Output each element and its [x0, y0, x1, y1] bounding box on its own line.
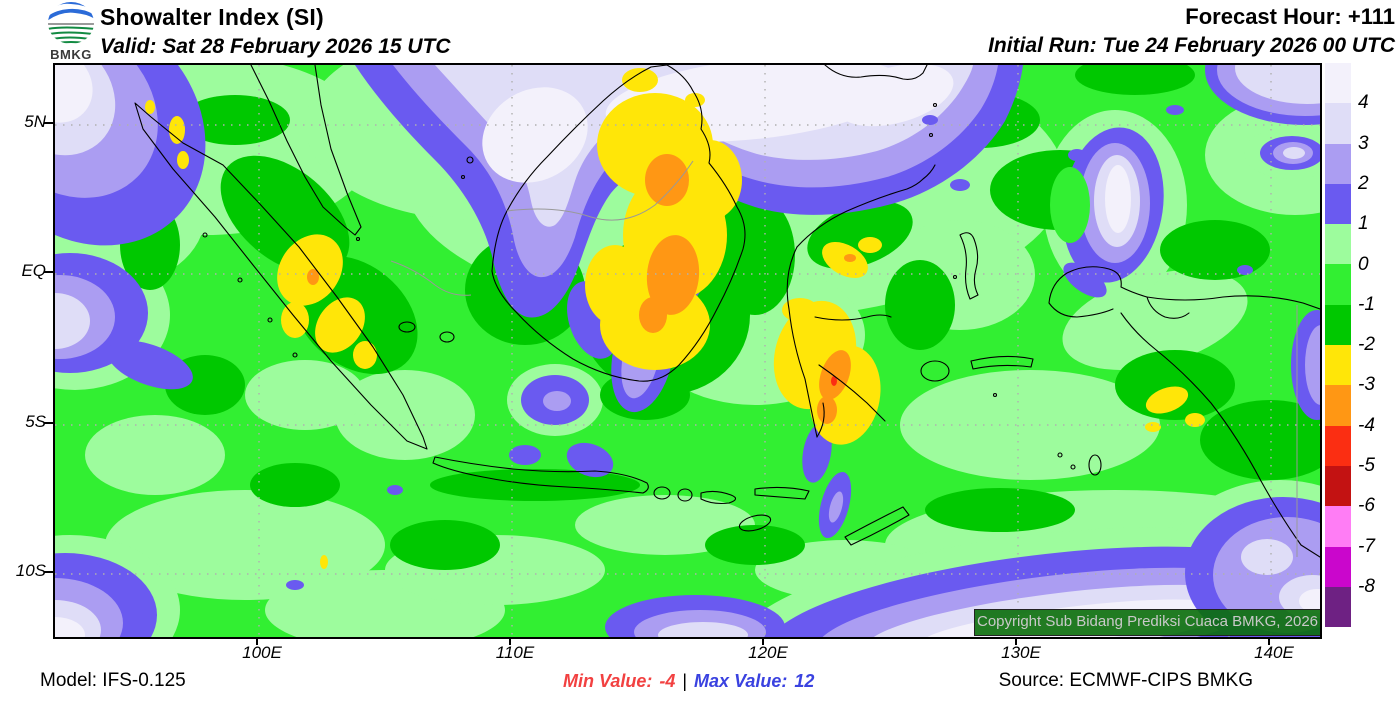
min-max-separator: | [682, 671, 688, 691]
y-axis-label-5n: 5N [24, 112, 46, 131]
bmkg-logo: BMKG [45, 1, 97, 62]
legend-label: -6 [1358, 495, 1375, 517]
si-orange-layer [307, 154, 856, 424]
copyright-banner: Copyright Sub Bidang Prediksi Cuaca BMKG… [974, 609, 1320, 636]
source-label: Source: ECMWF-CIPS BMKG [998, 670, 1253, 691]
borders-layer [390, 160, 1298, 557]
legend-segment [1325, 425, 1351, 466]
legend-segment [1325, 103, 1351, 144]
legend-label: -5 [1358, 455, 1375, 476]
legend-label: 0 [1358, 253, 1369, 275]
legend-label: 3 [1358, 132, 1369, 154]
x-axis-label-120e: 120E [748, 643, 788, 662]
legend-segment [1325, 304, 1351, 346]
x-axis-tick [1015, 637, 1017, 645]
legend-labels: 4 3 2 1 0 -1 -2 -3 -4 -5 -6 -7 -8 [1358, 63, 1398, 633]
graticule-layer [55, 65, 1320, 637]
legend-colorbar [1325, 63, 1351, 628]
y-axis-label-eq: EQ [21, 261, 46, 280]
legend-label: -3 [1358, 374, 1375, 396]
y-axis-tick [44, 422, 53, 424]
legend-segment [1325, 586, 1351, 628]
min-value-label: Min Value: [563, 671, 653, 691]
y-axis-label-10s: 10S [15, 561, 46, 580]
x-axis-label-140e: 140E [1254, 643, 1294, 662]
x-axis-tick [509, 637, 511, 645]
legend-segment [1325, 506, 1351, 547]
x-axis-tick [1268, 637, 1270, 645]
legend-label: 4 [1358, 92, 1369, 114]
max-value: 12 [794, 671, 815, 691]
bmkg-logo-icon [48, 2, 94, 44]
legend-segment [1325, 546, 1351, 587]
legend-segment [1325, 224, 1351, 265]
forecast-hour: Forecast Hour: +111 [1185, 4, 1395, 29]
valid-time: Valid: Sat 28 February 2026 15 UTC [100, 35, 451, 58]
y-axis-tick [44, 271, 53, 273]
coastlines-layer [134, 65, 1320, 558]
x-axis-label-130e: 130E [1001, 643, 1041, 662]
legend-segment [1325, 264, 1351, 305]
si-contour-map: Copyright Sub Bidang Prediksi Cuaca BMKG… [53, 63, 1322, 639]
min-max-values: Min Value: -4 | Max Value: 12 [563, 671, 814, 692]
legend-segment [1325, 63, 1351, 104]
legend-segment [1325, 345, 1351, 386]
x-axis-tick [762, 637, 764, 645]
legend-segment [1325, 183, 1351, 225]
legend-label: 2 [1358, 172, 1369, 194]
legend-label: -8 [1358, 575, 1375, 597]
max-value-label: Max Value: [694, 671, 788, 691]
legend-label: -4 [1358, 414, 1375, 436]
min-value: -4 [659, 671, 676, 691]
initial-run: Initial Run: Tue 24 February 2026 00 UTC [988, 34, 1395, 57]
legend-label: -1 [1358, 293, 1375, 315]
si-field [55, 65, 1320, 637]
x-axis-label-110e: 110E [495, 643, 535, 662]
page-title: Showalter Index (SI) [100, 4, 324, 30]
legend-segment [1325, 143, 1351, 184]
legend-label: -7 [1358, 535, 1375, 557]
model-label: Model: IFS-0.125 [40, 670, 186, 691]
y-axis-tick [44, 571, 53, 573]
legend-label: -2 [1358, 334, 1375, 356]
bmkg-logo-text: BMKG [50, 47, 92, 62]
legend-segment [1325, 385, 1351, 426]
x-axis-tick [256, 637, 258, 645]
x-axis-label-100e: 100E [242, 643, 282, 662]
legend-label: 1 [1358, 213, 1369, 235]
y-axis-label-5s: 5S [25, 412, 46, 431]
y-axis-tick [44, 122, 53, 124]
legend-segment [1325, 465, 1351, 507]
